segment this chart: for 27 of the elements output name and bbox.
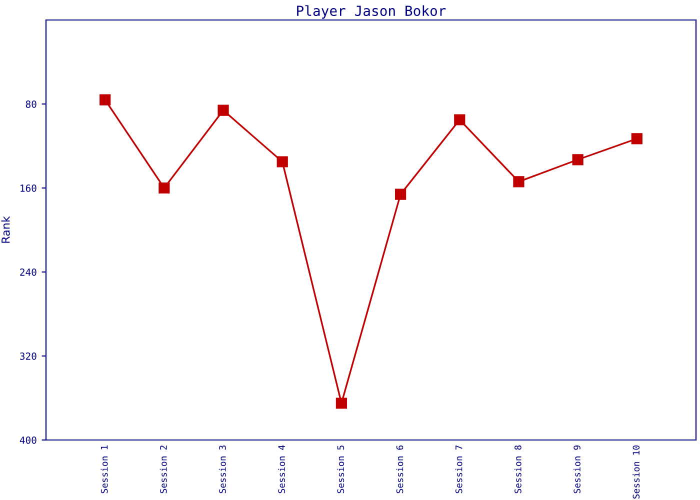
y-tick-label: 240 <box>20 268 36 276</box>
point <box>100 94 111 106</box>
point <box>276 156 288 168</box>
x-tick-label: Session 1 <box>100 445 108 494</box>
y-tick-label: 320 <box>20 352 36 360</box>
x-tick-label: Session 6 <box>396 445 404 494</box>
y-tick-label: 80 <box>26 100 36 108</box>
point <box>218 104 229 116</box>
point <box>336 398 348 409</box>
x-tick-label: Session 10 <box>632 445 640 499</box>
x-tick-label: Session 7 <box>455 446 462 494</box>
y-axis-title: Rank <box>1 216 10 243</box>
point <box>394 188 406 200</box>
point <box>631 133 642 144</box>
x-tick-label: Session 8 <box>514 445 522 494</box>
chart-title: Player Jason Bokor <box>297 5 446 19</box>
point <box>513 176 524 188</box>
x-tick-label: Session 4 <box>278 445 286 494</box>
x-tick-label: Session 9 <box>573 445 580 494</box>
x-tick-label: Session 3 <box>218 446 226 494</box>
y-tick-label: 400 <box>20 436 36 444</box>
x-tick-label: Session 5 <box>337 446 344 494</box>
point <box>572 154 584 166</box>
point <box>158 182 170 194</box>
y-tick-label: 160 <box>20 184 36 192</box>
point <box>454 114 466 126</box>
x-tick-label: Session 2 <box>160 446 167 494</box>
